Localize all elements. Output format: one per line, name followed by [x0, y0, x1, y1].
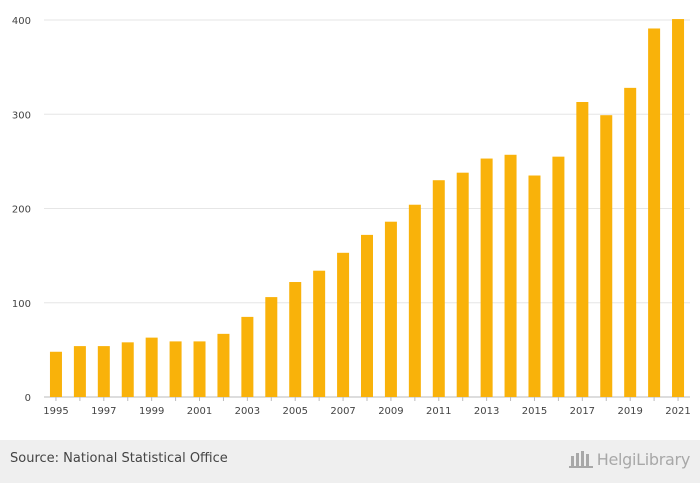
x-tick-label: 1995 — [43, 406, 68, 417]
bar-2004[interactable] — [265, 297, 278, 397]
bar-1996[interactable] — [73, 346, 86, 397]
x-tick-label: 2019 — [617, 406, 642, 417]
x-tick-label: 2005 — [282, 406, 307, 417]
x-tick-label: 2011 — [426, 406, 451, 417]
y-tick-label: 200 — [12, 205, 31, 216]
y-tick-label: 100 — [12, 299, 31, 310]
bar-2002[interactable] — [217, 333, 230, 397]
y-tick-label: 0 — [25, 393, 31, 404]
bar-2008[interactable] — [361, 234, 373, 397]
x-tick-label: 2003 — [235, 406, 260, 417]
x-tick-label: 1997 — [91, 406, 116, 417]
y-axis-ticks: 0 100 200 300 400 — [12, 16, 31, 404]
brand-logo[interactable]: HelgiLibrary — [568, 448, 691, 470]
bar-2006[interactable] — [313, 270, 326, 397]
bar-1998[interactable] — [121, 342, 134, 397]
x-axis-ticks: 1995 1997 1999 2001 2003 2005 2007 2009 2011 2013… — [43, 397, 691, 417]
bar-2016[interactable] — [552, 156, 565, 397]
bar-2001[interactable] — [193, 341, 206, 397]
bar-2018[interactable] — [600, 115, 613, 397]
brand-name: HelgiLibrary — [596, 449, 691, 469]
bar-2014[interactable] — [504, 154, 517, 397]
bars — [49, 19, 685, 398]
bar-2000[interactable] — [169, 341, 182, 397]
bar-1999[interactable] — [145, 337, 158, 397]
bar-2019[interactable] — [624, 87, 637, 398]
bar-2010[interactable] — [408, 204, 421, 397]
bar-1995[interactable] — [49, 351, 62, 397]
x-tick-label: 1999 — [139, 406, 164, 417]
x-tick-label: 2015 — [522, 406, 547, 417]
y-tick-label: 300 — [12, 110, 31, 121]
x-tick-label: 2021 — [665, 406, 690, 417]
bar-2003[interactable] — [241, 316, 254, 397]
bar-2020[interactable] — [648, 28, 661, 397]
bar-2005[interactable] — [289, 282, 302, 397]
bar-1997[interactable] — [97, 346, 110, 397]
x-tick-label: 2013 — [474, 406, 499, 417]
x-tick-label: 2009 — [378, 406, 403, 417]
bar-2012[interactable] — [456, 172, 469, 397]
bar-2009[interactable] — [384, 221, 397, 397]
x-tick-label: 2001 — [187, 406, 212, 417]
bar-2011[interactable] — [432, 180, 445, 397]
bar-2017[interactable] — [576, 101, 589, 397]
y-tick-label: 400 — [12, 16, 31, 27]
bar-2015[interactable] — [528, 175, 541, 397]
source-label: Source: National Statistical Office — [10, 451, 228, 466]
bar-2013[interactable] — [480, 158, 493, 397]
bar-2021[interactable] — [672, 19, 685, 398]
bar-chart: 0 100 200 300 400 1995 1997 1999 2001 2003 2005 20… — [12, 16, 691, 417]
bar-2007[interactable] — [337, 252, 350, 397]
chart-footer: Source: National Statistical Office Helg… — [0, 440, 700, 483]
building-icon — [568, 451, 593, 468]
x-tick-label: 2017 — [570, 406, 595, 417]
x-tick-label: 2007 — [330, 406, 355, 417]
